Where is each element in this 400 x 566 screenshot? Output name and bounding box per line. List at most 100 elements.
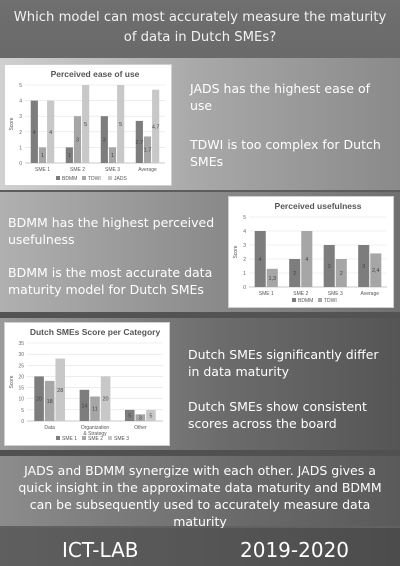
x-tick-label: SME 2 xyxy=(293,291,308,297)
data-label: 5 xyxy=(128,413,131,419)
bar xyxy=(100,376,111,421)
conclusion-text: JADS and BDMM synergize with each other.… xyxy=(18,463,382,529)
data-label: 4 xyxy=(305,257,308,263)
chart-title: Dutch SMEs Score per Category xyxy=(30,327,161,337)
bar xyxy=(65,147,73,163)
usefulness-finding-2: BDMM is the most accurate data maturity … xyxy=(8,265,213,297)
chart-title: Perceived usefulness xyxy=(275,201,362,211)
data-label: 1.7 xyxy=(144,148,152,154)
x-tick-label: Organization xyxy=(81,425,110,431)
data-label: 1 xyxy=(41,153,44,159)
data-label: 14 xyxy=(81,403,87,409)
y-tick-label: 0 xyxy=(243,285,246,291)
data-label: 20 xyxy=(36,397,42,403)
data-label: 4 xyxy=(259,257,262,263)
bar xyxy=(143,136,152,163)
bar xyxy=(358,245,370,287)
data-label: 3 xyxy=(139,416,142,422)
y-tick-label: 1 xyxy=(19,145,22,151)
y-tick-label: 10 xyxy=(18,397,24,403)
footer-year: 2019-2020 xyxy=(240,538,350,562)
x-tick-label: & Strategy xyxy=(83,431,107,437)
data-label: 2 xyxy=(340,271,343,277)
data-label: 4 xyxy=(49,130,52,136)
chart-title: Perceived ease of use xyxy=(51,69,140,79)
footer-lab: ICT-LAB xyxy=(62,538,139,562)
bar xyxy=(73,116,82,163)
bar xyxy=(335,259,347,287)
legend-swatch xyxy=(82,176,86,180)
legend-swatch xyxy=(318,298,322,302)
usefulness-svg: Perceived usefulness Score 0 1 2 3 4 5 4 1,3 SME 1… xyxy=(233,201,387,304)
y-tick-label: 2 xyxy=(19,130,22,136)
data-label: 4 xyxy=(33,130,36,136)
legend-label: BDMM xyxy=(62,176,77,182)
y-tick-label: 4 xyxy=(19,99,22,105)
ease-finding-2: TDWI is too complex for Dutch SMEs xyxy=(190,137,381,169)
data-label: 1 xyxy=(68,153,71,159)
y-tick-label: 35 xyxy=(18,341,24,347)
conclusion-panel xyxy=(0,456,400,526)
data-label: 20 xyxy=(103,397,109,403)
bar xyxy=(124,409,135,421)
legend-label: JADS xyxy=(114,176,127,182)
y-axis-label: Score xyxy=(9,117,15,130)
bar xyxy=(44,380,55,421)
legend-label: SME 3 xyxy=(114,436,129,442)
y-tick-label: 5 xyxy=(243,215,246,221)
data-label: 28 xyxy=(57,388,63,394)
data-label: 3 xyxy=(362,264,365,270)
x-tick-label: Average xyxy=(138,167,157,173)
data-label: 2.7 xyxy=(136,140,144,146)
y-tick-label: 5 xyxy=(19,83,22,89)
x-tick-label: Other xyxy=(134,425,147,431)
y-tick-label: 0 xyxy=(19,161,22,167)
legend-label: TDWI xyxy=(324,298,337,304)
data-label: 11 xyxy=(92,407,98,413)
legend-label: BDMM xyxy=(298,298,313,304)
bar xyxy=(135,120,143,163)
legend-swatch xyxy=(108,176,112,180)
y-tick-label: 3 xyxy=(19,114,22,120)
bar xyxy=(370,253,382,287)
data-label: 1,3 xyxy=(268,276,276,282)
data-label: 3 xyxy=(76,138,79,144)
x-tick-label: Average xyxy=(360,291,379,297)
data-label: 18 xyxy=(47,399,53,405)
bar xyxy=(47,100,55,163)
y-tick-label: 3 xyxy=(243,243,246,249)
bar xyxy=(117,85,125,163)
legend-swatch xyxy=(82,436,86,440)
y-tick-label: 2 xyxy=(243,257,246,263)
x-tick-label: Data xyxy=(44,425,55,431)
usefulness-finding-1: BDMM has the highest perceived usefulnes… xyxy=(8,215,215,247)
y-axis-label: Score xyxy=(233,245,239,258)
legend-label: TDWI xyxy=(88,176,101,182)
legend-swatch xyxy=(292,298,296,302)
y-axis-label: Score xyxy=(9,375,15,388)
bar xyxy=(146,409,156,421)
bar xyxy=(100,116,108,163)
bar xyxy=(38,147,47,163)
data-label: 1 xyxy=(111,153,114,159)
ease-of-use-svg: Perceived ease of use Score 0 1 2 3 4 5 4 1 4 SME 1… xyxy=(9,69,165,182)
data-label: 5 xyxy=(119,122,122,128)
x-tick-label: SME 3 xyxy=(105,167,120,173)
data-label: 5 xyxy=(84,122,87,128)
data-label: 2 xyxy=(293,271,296,277)
bar xyxy=(55,358,66,421)
x-tick-label: SME 3 xyxy=(328,291,343,297)
sme-finding-1: Dutch SMEs significantly differ in data … xyxy=(188,347,379,379)
data-label: 5 xyxy=(149,413,152,419)
ease-finding-1: JADS has the highest ease of use xyxy=(190,81,371,113)
legend-label: SME 1 xyxy=(62,436,77,442)
y-tick-label: 15 xyxy=(18,386,24,392)
bar xyxy=(266,268,278,287)
y-tick-label: 5 xyxy=(21,408,24,414)
bar xyxy=(79,389,90,421)
y-tick-label: 25 xyxy=(18,363,24,369)
legend-label: SME 2 xyxy=(88,436,103,442)
bar xyxy=(90,396,100,421)
usefulness-chart: Perceived usefulness Score 0 1 2 3 4 5 4 1,3 SME 1… xyxy=(228,196,394,308)
bar xyxy=(152,89,160,163)
